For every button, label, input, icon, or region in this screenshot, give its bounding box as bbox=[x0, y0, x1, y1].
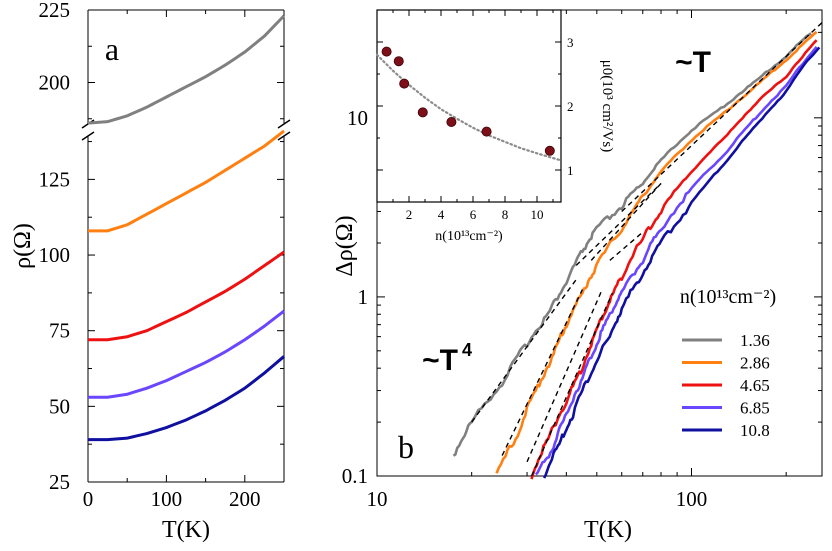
panel-a-y-tick-label: 25 bbox=[49, 470, 70, 494]
panel-b-series-1.36 bbox=[452, 32, 812, 457]
legend-label-2.86: 2.86 bbox=[740, 354, 770, 373]
inset-data-point bbox=[381, 46, 392, 57]
panel-b-label: b bbox=[398, 429, 414, 465]
inset-data-point bbox=[393, 56, 404, 67]
panel-a-y-tick-label: 75 bbox=[49, 319, 70, 343]
panel-a-y-tick-label: 100 bbox=[39, 243, 71, 267]
inset-data-point bbox=[446, 117, 457, 128]
panel-b-x-tick-label: 100 bbox=[676, 487, 708, 511]
panel-a-y-label: ρ(Ω) bbox=[10, 223, 36, 269]
annotation-T4: ~T bbox=[422, 344, 458, 377]
panel-b-fit-t4 bbox=[526, 289, 603, 463]
panel-a-x-label: T(K) bbox=[162, 517, 210, 543]
panel-a-y-tick-label: 125 bbox=[39, 167, 71, 191]
annotation-T4-exponent: 4 bbox=[462, 340, 472, 360]
inset-y-tick-label: 1 bbox=[567, 163, 574, 178]
panel-b-x-label: T(K) bbox=[584, 517, 632, 543]
panel-a-y-tick-label: 50 bbox=[49, 394, 70, 418]
panel-a-series-2.86 bbox=[88, 129, 285, 233]
axis-break-mark bbox=[277, 119, 291, 129]
panel-b-series-10.8 bbox=[542, 46, 821, 479]
inset-data-point bbox=[544, 145, 555, 156]
inset-x-label: n(10¹³cm⁻²) bbox=[435, 229, 503, 244]
legend-title: n(10¹³cm⁻²) bbox=[680, 286, 776, 308]
inset-x-tick-label: 2 bbox=[406, 207, 413, 222]
inset-y-tick-label: 3 bbox=[567, 35, 574, 50]
inset-y-label: μ0(10³ cm²/Vs) bbox=[599, 60, 615, 152]
axis-break-mark bbox=[277, 131, 291, 141]
panel-b-y-label: Δρ(Ω) bbox=[332, 215, 358, 276]
inset-x-tick-label: 6 bbox=[470, 207, 477, 222]
panel-b-fit-linear bbox=[609, 231, 644, 261]
inset-data-point bbox=[399, 78, 410, 89]
panel-a-y-tick-label: 200 bbox=[39, 71, 71, 95]
panel-b-fit-t4 bbox=[530, 292, 613, 477]
inset-data-point bbox=[481, 126, 492, 137]
legend-label-6.85: 6.85 bbox=[740, 399, 770, 418]
legend-label-10.8: 10.8 bbox=[740, 421, 770, 440]
panel-b-series-4.65 bbox=[530, 39, 818, 480]
inset-frame bbox=[376, 9, 562, 203]
panel-b-x-tick-label: 10 bbox=[367, 487, 388, 511]
panel-a-series-10.8 bbox=[88, 355, 285, 442]
inset-x-tick-label: 4 bbox=[438, 207, 445, 222]
inset-data-point bbox=[417, 107, 428, 118]
panel-a-label: a bbox=[105, 31, 119, 67]
panel-b-fit-linear bbox=[621, 22, 823, 212]
annotation-linear-T: ~T bbox=[675, 46, 711, 79]
panel-b-y-tick-label: 10 bbox=[347, 106, 368, 130]
axis-break-mark bbox=[81, 131, 95, 141]
panel-a-x-tick-label: 100 bbox=[151, 487, 183, 511]
panel-b-fit-linear bbox=[575, 182, 662, 266]
panel-b-fit-t4 bbox=[501, 289, 584, 456]
panel-a-series-4.65 bbox=[88, 250, 285, 342]
panel-a-y-tick-label: 225 bbox=[39, 0, 71, 22]
inset-x-tick-label: 8 bbox=[502, 207, 509, 222]
panel-a-x-tick-label: 200 bbox=[229, 487, 261, 511]
panel-b-y-tick-label: 1 bbox=[358, 285, 369, 309]
legend-label-4.65: 4.65 bbox=[740, 376, 770, 395]
panel-b-series-6.85 bbox=[534, 46, 818, 476]
inset-y-tick-label: 2 bbox=[567, 99, 574, 114]
panel-a-series-6.85 bbox=[88, 309, 285, 399]
panel-b-y-tick-label: 0.1 bbox=[342, 464, 368, 488]
panel-a-x-tick-label: 0 bbox=[83, 487, 94, 511]
legend-label-1.36: 1.36 bbox=[740, 331, 770, 350]
panel-a-series-1.36 bbox=[87, 14, 286, 125]
panel-b-fit-t4 bbox=[471, 279, 577, 423]
inset-x-tick-label: 10 bbox=[531, 207, 544, 222]
